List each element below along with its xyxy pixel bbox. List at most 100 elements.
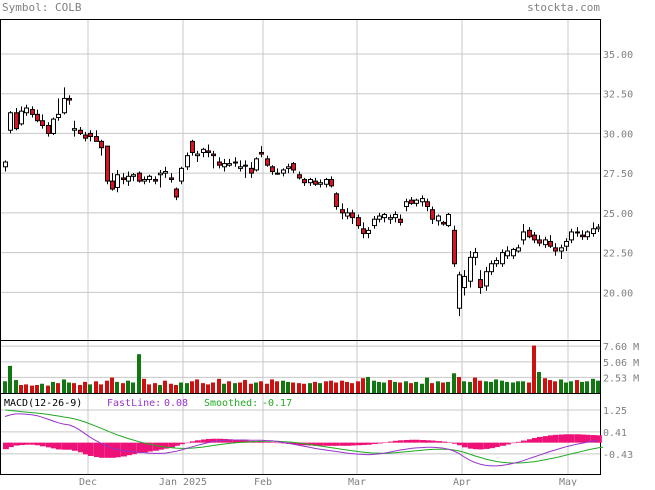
candle-body xyxy=(596,226,601,230)
volume-bar xyxy=(382,382,386,393)
macd-histogram-bar xyxy=(275,442,281,444)
candle-body xyxy=(265,158,270,166)
candle-body xyxy=(329,179,334,187)
volume-bar xyxy=(569,381,573,393)
candle-body xyxy=(201,148,206,153)
candle-body xyxy=(254,158,259,171)
candle-body xyxy=(388,217,393,220)
volume-bar xyxy=(575,380,579,393)
macd-histogram-bar xyxy=(19,442,25,445)
macd-histogram-bar xyxy=(591,435,597,443)
candle-body xyxy=(318,182,323,185)
volume-bar xyxy=(505,381,509,393)
volume-bar xyxy=(340,380,344,393)
candle-body xyxy=(591,228,596,235)
volume-bar xyxy=(457,376,461,393)
macd-tick-label: 1.25 xyxy=(603,406,627,417)
volume-bar xyxy=(398,382,402,393)
candle-body xyxy=(249,167,254,174)
volume-bar xyxy=(393,381,397,393)
volume-bar xyxy=(297,383,301,393)
macd-histogram-bar xyxy=(457,442,463,446)
macd-histogram-bar xyxy=(169,442,175,448)
candle-body xyxy=(489,263,494,273)
candle-body xyxy=(452,229,457,265)
candle-body xyxy=(169,177,174,180)
volume-bar xyxy=(511,382,515,393)
macd-histogram-bar xyxy=(78,442,84,453)
volume-bar xyxy=(169,383,173,393)
macd-histogram-bar xyxy=(446,442,452,443)
candle-body xyxy=(222,163,227,168)
candle-body xyxy=(505,250,510,257)
volume-bar xyxy=(105,380,109,393)
macd-histogram-bar xyxy=(436,441,442,443)
candle-body xyxy=(72,128,77,131)
candle-body xyxy=(275,172,280,175)
macd-histogram-bar xyxy=(361,442,367,445)
macd-histogram-bar xyxy=(511,442,517,444)
candle-body xyxy=(51,118,56,134)
macd-histogram-bar xyxy=(564,434,570,443)
macd-histogram-bar xyxy=(94,442,100,458)
macd-histogram-bar xyxy=(596,435,602,443)
candle-body xyxy=(291,163,296,171)
volume-bar xyxy=(249,383,253,393)
macd-histogram-bar xyxy=(414,439,420,443)
volume-bar xyxy=(174,384,178,393)
candle-body xyxy=(24,107,29,114)
candle-body xyxy=(126,175,131,182)
candle-body xyxy=(131,174,136,177)
macd-histogram-bar xyxy=(585,434,591,443)
volume-bar xyxy=(211,382,215,393)
symbol-header: Symbol: COLB xyxy=(2,1,81,14)
candle-body xyxy=(179,167,184,182)
candle-body xyxy=(40,120,45,126)
macd-histogram-bar xyxy=(575,434,581,443)
x-tick-label: Apr xyxy=(453,477,471,486)
candle-body xyxy=(163,171,168,174)
macd-histogram-bar xyxy=(56,442,62,450)
volume-bar xyxy=(281,380,285,393)
volume-bar xyxy=(227,381,231,393)
volume-bar xyxy=(559,379,563,393)
candle-body xyxy=(345,212,350,217)
volume-bar xyxy=(521,381,525,393)
candle-body xyxy=(446,213,451,227)
candle-body xyxy=(88,132,93,138)
macd-histogram-bar xyxy=(121,442,127,457)
volume-bar xyxy=(366,376,370,393)
candle-body xyxy=(340,209,345,214)
candle-body xyxy=(56,113,61,119)
volume-bar xyxy=(131,382,135,393)
macd-histogram-bar xyxy=(233,439,239,443)
macd-histogram-bar xyxy=(110,442,116,458)
macd-histogram-bar xyxy=(334,442,340,446)
volume-bar xyxy=(153,383,157,393)
macd-histogram-bar xyxy=(35,442,41,446)
volume-tick-label: 2.53 M xyxy=(603,373,639,384)
macd-histogram-bar xyxy=(494,442,500,448)
volume-bar xyxy=(516,381,520,393)
macd-histogram-bar xyxy=(350,442,356,446)
candle-body xyxy=(457,274,462,309)
macd-histogram-bar xyxy=(452,442,458,444)
macd-histogram-bar xyxy=(131,442,137,455)
candle-body xyxy=(14,112,19,130)
volume-bar xyxy=(158,384,162,393)
macd-histogram-bar xyxy=(174,442,180,446)
grid-lines xyxy=(0,19,600,474)
macd-histogram-bar xyxy=(318,442,324,446)
volume-bar xyxy=(452,373,456,393)
volume-bar xyxy=(462,381,466,393)
macd-histogram-bar xyxy=(206,438,212,443)
candle-body xyxy=(147,175,152,180)
volume-bar xyxy=(318,383,322,393)
candle-body xyxy=(356,217,361,227)
volume-bar xyxy=(217,378,221,393)
volume-bar xyxy=(201,383,205,393)
volume-bar xyxy=(30,385,34,393)
price-tick-label: 20.00 xyxy=(603,288,633,299)
candle-body xyxy=(83,134,88,139)
macd-histogram-bar xyxy=(500,442,506,446)
